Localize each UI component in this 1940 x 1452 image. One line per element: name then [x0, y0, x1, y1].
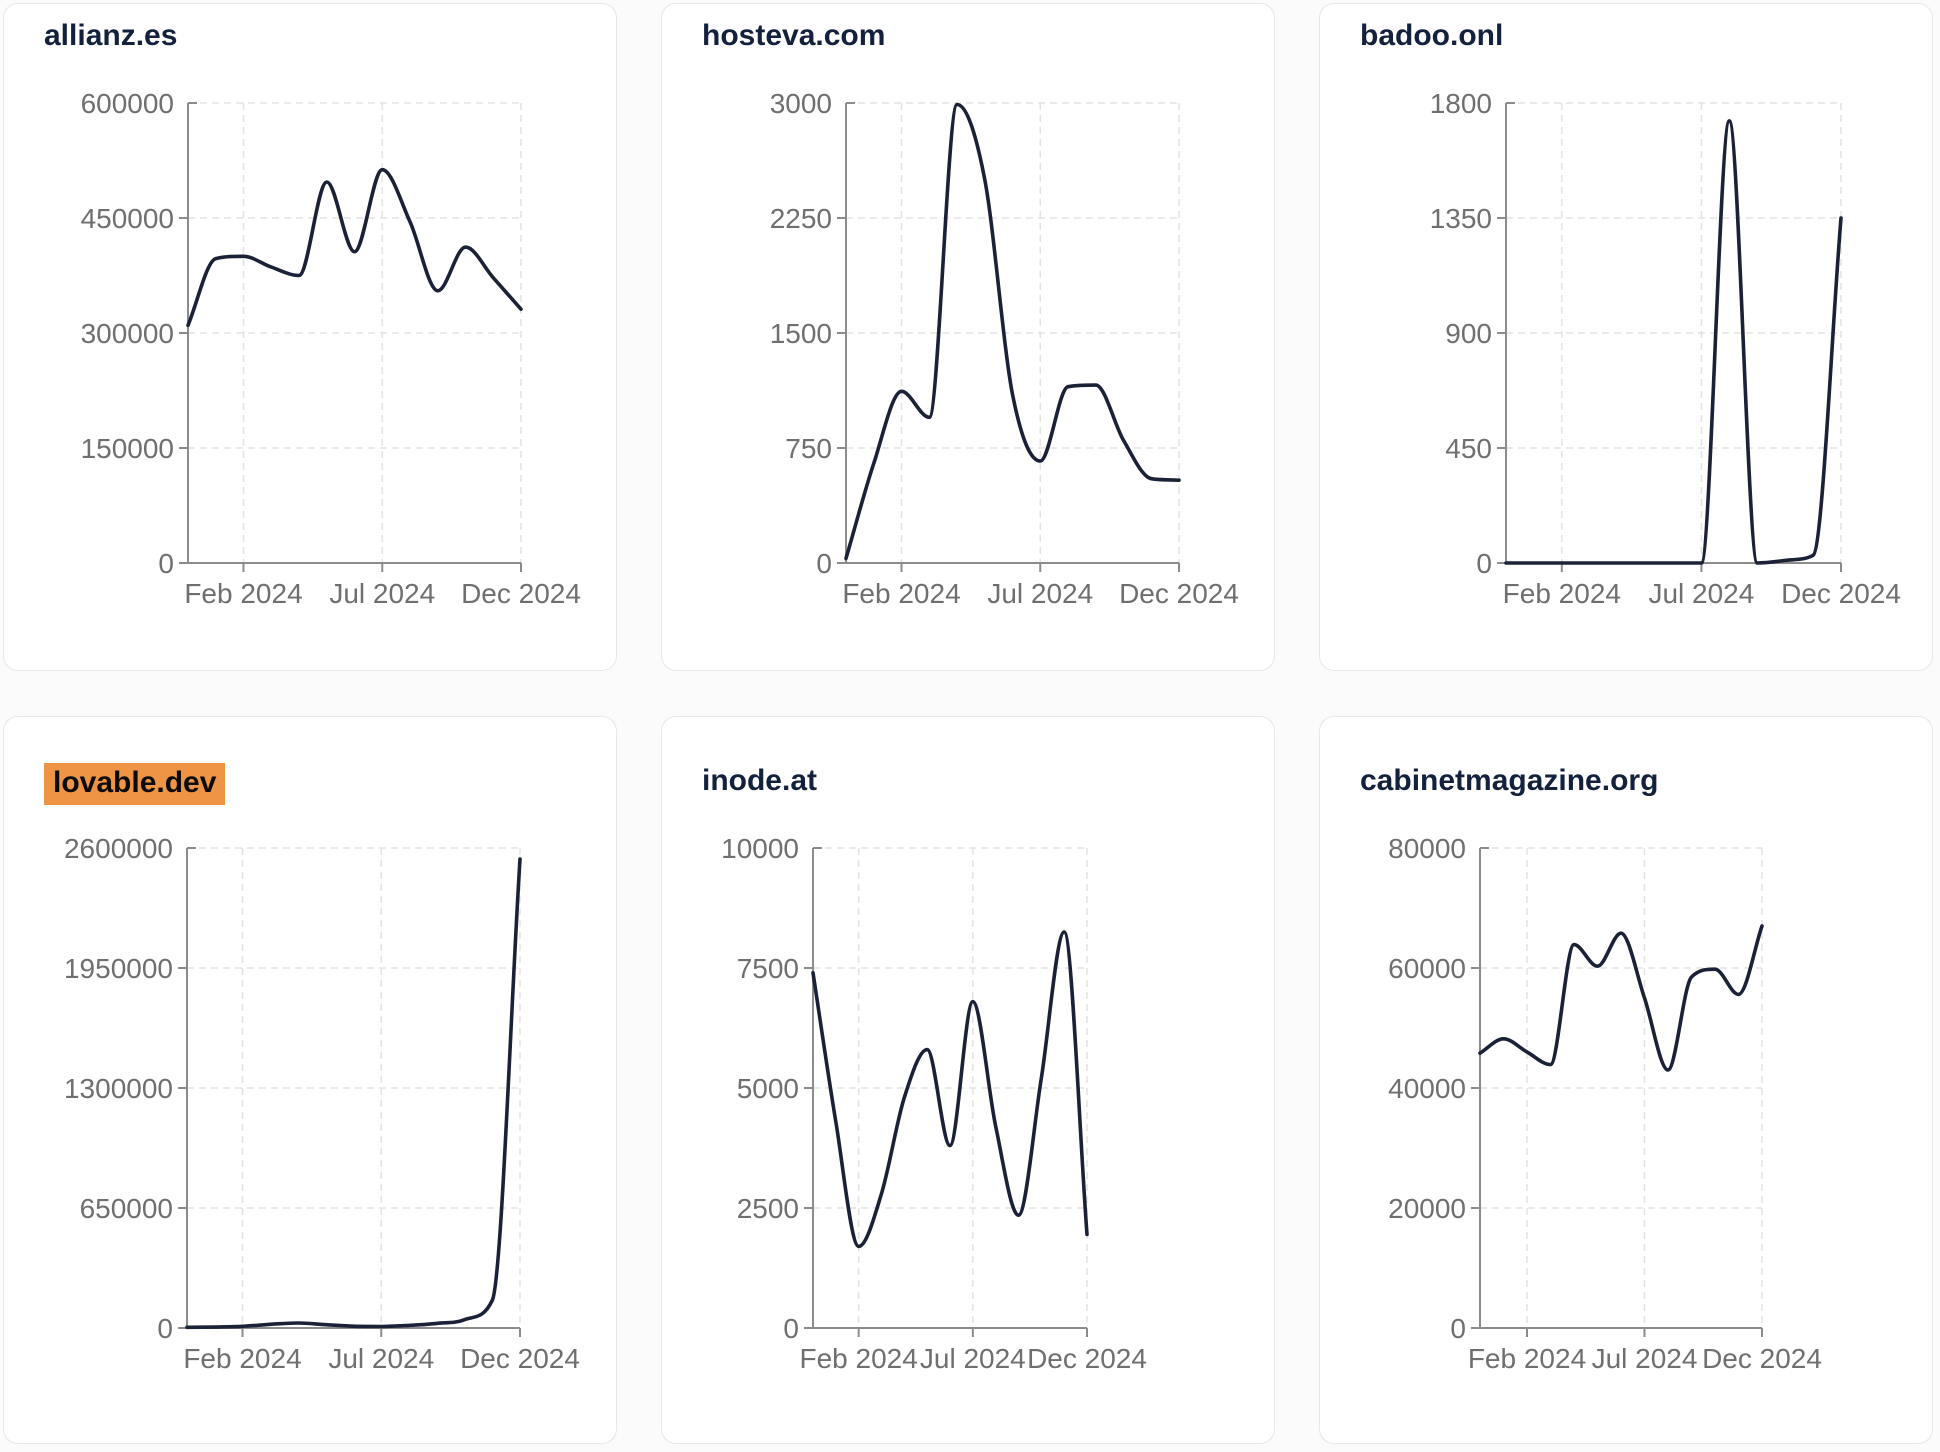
- svg-text:1350: 1350: [1430, 203, 1492, 234]
- svg-text:1950000: 1950000: [64, 953, 173, 984]
- svg-text:150000: 150000: [81, 433, 174, 464]
- domain-chart-card-cabinetmagazine: cabinetmagazine.org 0 20000 40000 60000 8000…: [1319, 716, 1933, 1444]
- svg-text:Dec 2024: Dec 2024: [461, 578, 581, 609]
- svg-text:80000: 80000: [1388, 833, 1466, 864]
- domain-chart-card-lovable: lovable.dev 0 650000 1300000 1950000 2600000…: [3, 716, 617, 1444]
- svg-text:0: 0: [1476, 548, 1492, 579]
- svg-text:1500: 1500: [770, 318, 832, 349]
- svg-text:20000: 20000: [1388, 1193, 1466, 1224]
- chart-title: lovable.dev: [44, 763, 226, 805]
- svg-text:Feb 2024: Feb 2024: [1503, 578, 1621, 609]
- svg-text:10000: 10000: [721, 833, 799, 864]
- svg-text:2600000: 2600000: [64, 833, 173, 864]
- svg-text:300000: 300000: [81, 318, 174, 349]
- traffic-line-chart: 0 20000 40000 60000 80000 Feb 2024 Jul 2024 Dec…: [1388, 833, 1822, 1374]
- svg-text:2250: 2250: [770, 203, 832, 234]
- svg-text:750: 750: [785, 433, 832, 464]
- traffic-line-chart: 0 450 900 1350 1800 Feb 2024 Jul 2024 Dec 2024: [1430, 88, 1901, 609]
- svg-text:7500: 7500: [737, 953, 799, 984]
- domain-chart-card-allianz: allianz.es 0 150000 300000 450000 600000 Feb …: [3, 3, 617, 671]
- svg-text:Jul 2024: Jul 2024: [920, 1343, 1026, 1374]
- chart-title: cabinetmagazine.org: [1360, 763, 1658, 799]
- traffic-line-chart: 0 650000 1300000 1950000 2600000 Feb 2024 Jul …: [64, 833, 580, 1374]
- svg-text:0: 0: [158, 548, 174, 579]
- chart-title: badoo.onl: [1360, 18, 1503, 54]
- domain-chart-card-inode: inode.at 0 2500 5000 7500 10000 Feb 2024 Jul 2…: [661, 716, 1275, 1444]
- svg-text:1300000: 1300000: [64, 1073, 173, 1104]
- svg-text:Jul 2024: Jul 2024: [987, 578, 1093, 609]
- svg-text:Jul 2024: Jul 2024: [329, 578, 435, 609]
- domain-name[interactable]: allianz.es: [44, 19, 178, 52]
- svg-text:600000: 600000: [81, 88, 174, 119]
- domain-chart-card-badoo: badoo.onl 0 450 900 1350 1800 Feb 2024 Jul 202…: [1319, 3, 1933, 671]
- svg-text:Feb 2024: Feb 2024: [842, 578, 960, 609]
- svg-text:Feb 2024: Feb 2024: [183, 1343, 301, 1374]
- svg-text:0: 0: [816, 548, 832, 579]
- svg-text:Dec 2024: Dec 2024: [1119, 578, 1239, 609]
- svg-text:40000: 40000: [1388, 1073, 1466, 1104]
- traffic-line-chart: 0 2500 5000 7500 10000 Feb 2024 Jul 2024 Dec 20…: [721, 833, 1147, 1374]
- svg-text:Dec 2024: Dec 2024: [1781, 578, 1901, 609]
- svg-text:450000: 450000: [81, 203, 174, 234]
- svg-text:Feb 2024: Feb 2024: [184, 578, 302, 609]
- svg-text:5000: 5000: [737, 1073, 799, 1104]
- svg-text:60000: 60000: [1388, 953, 1466, 984]
- svg-text:Jul 2024: Jul 2024: [1648, 578, 1754, 609]
- domain-name[interactable]: badoo.onl: [1360, 19, 1504, 52]
- traffic-line-chart: 0 750 1500 2250 3000 Feb 2024 Jul 2024 Dec 2024: [770, 88, 1239, 609]
- svg-text:0: 0: [157, 1313, 173, 1344]
- chart-title: inode.at: [702, 763, 817, 799]
- chart-title: hosteva.com: [702, 18, 885, 54]
- svg-text:Jul 2024: Jul 2024: [328, 1343, 434, 1374]
- traffic-line-chart: 0 150000 300000 450000 600000 Feb 2024 Jul 202…: [81, 88, 581, 609]
- svg-text:1800: 1800: [1430, 88, 1492, 119]
- svg-text:Feb 2024: Feb 2024: [1468, 1343, 1586, 1374]
- domain-name[interactable]: inode.at: [702, 764, 818, 797]
- svg-text:Feb 2024: Feb 2024: [800, 1343, 918, 1374]
- svg-text:450: 450: [1445, 433, 1492, 464]
- domain-name[interactable]: hosteva.com: [702, 19, 886, 52]
- svg-text:2500: 2500: [737, 1193, 799, 1224]
- svg-text:Dec 2024: Dec 2024: [460, 1343, 580, 1374]
- svg-text:900: 900: [1445, 318, 1492, 349]
- domain-chart-card-hosteva: hosteva.com 0 750 1500 2250 3000 Feb 2024 Jul …: [661, 3, 1275, 671]
- svg-text:3000: 3000: [770, 88, 832, 119]
- svg-text:Jul 2024: Jul 2024: [1592, 1343, 1698, 1374]
- svg-text:0: 0: [1450, 1313, 1466, 1344]
- domain-name[interactable]: cabinetmagazine.org: [1360, 764, 1659, 797]
- chart-title: allianz.es: [44, 18, 177, 54]
- domain-name-highlighted[interactable]: lovable.dev: [44, 763, 226, 805]
- svg-text:650000: 650000: [80, 1193, 173, 1224]
- svg-text:0: 0: [783, 1313, 799, 1344]
- svg-text:Dec 2024: Dec 2024: [1702, 1343, 1822, 1374]
- svg-text:Dec 2024: Dec 2024: [1027, 1343, 1147, 1374]
